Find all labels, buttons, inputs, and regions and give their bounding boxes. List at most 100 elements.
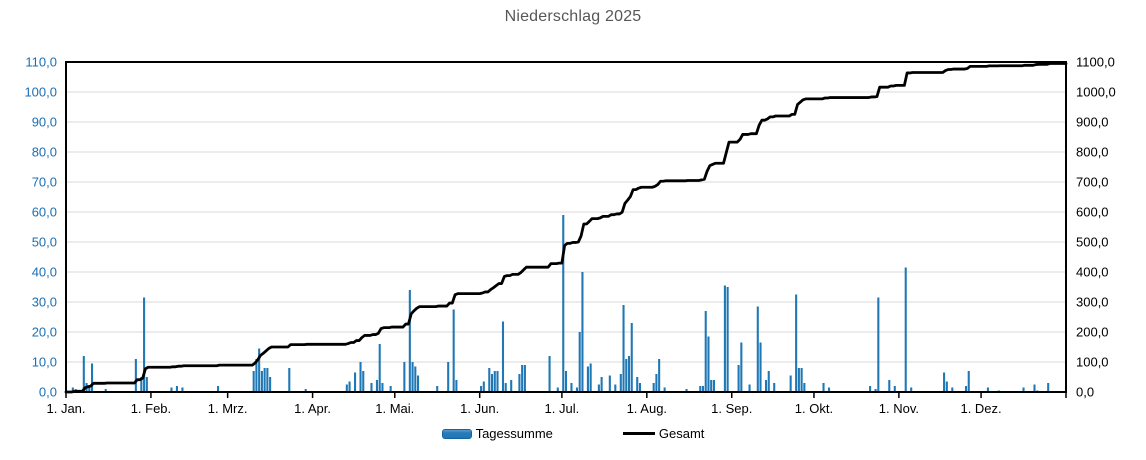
daily-bar <box>581 272 584 392</box>
left-axis-tick-label: 80,0 <box>32 145 57 160</box>
right-axis-tick-label: 1000,0 <box>1076 85 1116 100</box>
daily-bar <box>740 342 743 392</box>
daily-bar <box>1033 384 1036 392</box>
left-axis-tick-label: 70,0 <box>32 175 57 190</box>
daily-bar <box>90 363 94 392</box>
daily-bar <box>140 377 143 392</box>
daily-bar <box>764 380 768 392</box>
cumulative-line-gesamt <box>64 62 1068 394</box>
daily-bar <box>501 321 505 392</box>
daily-bar <box>417 375 420 392</box>
daily-bar <box>797 368 800 392</box>
daily-bar <box>345 384 348 392</box>
left-axis-tick-label: 40,0 <box>32 265 57 280</box>
daily-bar <box>699 386 702 392</box>
right-axis-labels: 0,0 100,0 200,0 300,0 400,0 500,0 600,0 700,0 80… <box>1076 55 1116 400</box>
daily-bar <box>822 383 825 392</box>
daily-bar <box>362 371 365 392</box>
left-axis-tick-label: 30,0 <box>32 295 57 310</box>
daily-bar <box>663 387 666 392</box>
daily-bar <box>447 362 450 392</box>
daily-bar <box>504 383 507 392</box>
daily-bar <box>904 267 907 392</box>
daily-bar <box>726 287 729 392</box>
daily-bar <box>1022 387 1025 392</box>
daily-bar <box>737 365 740 392</box>
daily-bar <box>455 380 458 392</box>
daily-bar <box>452 309 455 392</box>
daily-bar <box>600 377 603 392</box>
left-axis-labels: 0,0 10,0 20,0 30,0 40,0 50,0 60,0 70,0 80,0 90,0 1… <box>24 55 57 400</box>
daily-bar <box>88 386 91 392</box>
daily-bar <box>370 383 373 392</box>
right-axis-tick-label: 1100,0 <box>1076 55 1115 70</box>
daily-bar <box>381 383 384 392</box>
daily-bar <box>1047 383 1050 392</box>
left-axis-tick-label: 50,0 <box>32 235 57 250</box>
right-axis-tick-label: 300,0 <box>1076 295 1109 310</box>
daily-bar <box>408 290 411 392</box>
daily-bar <box>723 285 726 392</box>
daily-bar <box>967 371 970 392</box>
right-axis-tick-label: 500,0 <box>1076 235 1109 250</box>
daily-bar <box>570 383 573 392</box>
x-axis-tick-label: 1. Okt. <box>795 401 833 416</box>
daily-bar <box>488 368 491 392</box>
daily-bar <box>523 365 526 392</box>
daily-bar <box>556 387 559 392</box>
daily-bar <box>707 336 710 392</box>
daily-bar <box>288 368 291 392</box>
daily-bar <box>888 380 891 392</box>
daily-bar <box>263 368 266 392</box>
daily-bar <box>145 377 148 392</box>
daily-bar <box>767 371 770 392</box>
right-axis-tick-label: 700,0 <box>1076 175 1109 190</box>
bars-series-tagessumme <box>71 215 1050 392</box>
daily-bar <box>170 387 173 392</box>
daily-bar <box>655 374 658 392</box>
x-axis-tick-label: 1. Jun. <box>460 401 499 416</box>
daily-bar <box>403 362 406 392</box>
daily-bar <box>795 294 798 392</box>
daily-bar <box>636 377 639 392</box>
daily-bar <box>704 311 707 392</box>
left-axis-tick-label: 20,0 <box>32 325 57 340</box>
daily-bar <box>945 381 948 392</box>
daily-bar <box>638 383 642 392</box>
daily-bar <box>134 359 137 392</box>
daily-bar <box>82 356 85 392</box>
x-axis-tick-label: 1. Feb. <box>131 401 171 416</box>
daily-bar <box>622 305 625 392</box>
daily-bar <box>910 387 913 392</box>
right-axis-tick-label: 900,0 <box>1076 115 1109 130</box>
daily-bar <box>269 377 272 392</box>
daily-bar <box>378 344 381 392</box>
daily-bar <box>304 389 307 392</box>
gridlines <box>66 91 1066 363</box>
daily-bar <box>496 371 499 392</box>
daily-bar <box>389 386 392 392</box>
daily-bar <box>586 366 589 392</box>
daily-bar <box>252 371 255 392</box>
x-axis-tick-label: 1. Mai. <box>375 401 414 416</box>
daily-bar <box>710 380 713 392</box>
daily-bar <box>874 389 877 392</box>
x-axis: 1. Jan. 1. Feb. 1. Mrz. 1. Apr. 1. Mai. 1. Ju… <box>46 392 1067 416</box>
daily-bar <box>175 386 178 392</box>
daily-bar <box>756 306 759 392</box>
left-axis-tick-label: 110,0 <box>25 55 57 70</box>
daily-bar <box>266 368 269 392</box>
daily-bar <box>575 387 578 392</box>
daily-bar <box>71 387 74 392</box>
daily-bar <box>943 372 946 392</box>
daily-bar <box>759 342 762 392</box>
daily-bar <box>104 389 107 392</box>
legend-item-gesamt: Gesamt <box>622 426 704 441</box>
daily-bar <box>143 297 146 392</box>
daily-bar <box>260 371 263 392</box>
plot-frame <box>65 61 1067 393</box>
daily-bar <box>712 380 715 392</box>
x-axis-tick-label: 1. Jan. <box>46 401 85 416</box>
chart-title: Niederschlag 2025 <box>504 8 642 25</box>
bar-swatch-icon <box>441 428 472 439</box>
